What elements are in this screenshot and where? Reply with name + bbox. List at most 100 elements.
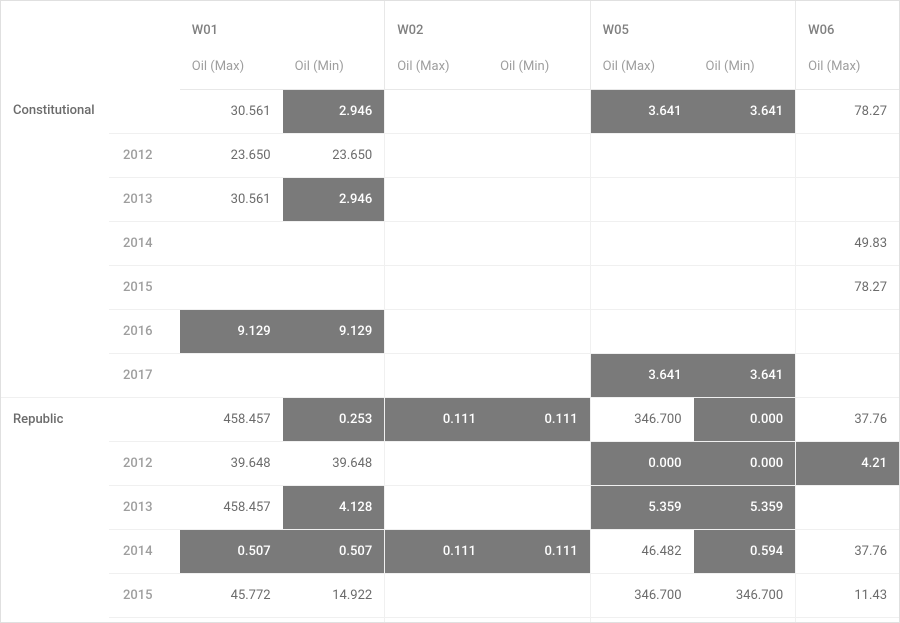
data-cell[interactable]: 11.43 — [796, 573, 899, 617]
data-cell[interactable] — [488, 133, 590, 177]
column-sub-header[interactable]: Oil (Max) — [590, 45, 693, 89]
data-cell[interactable] — [179, 265, 282, 309]
data-cell[interactable] — [385, 177, 488, 221]
year-header[interactable]: 2017 — [111, 353, 181, 397]
data-cell[interactable] — [796, 617, 899, 622]
data-cell[interactable]: 458.457 — [179, 485, 282, 529]
data-cell[interactable]: 2.946 — [283, 177, 385, 221]
year-header[interactable]: 2016 — [111, 617, 181, 622]
data-cell[interactable] — [590, 133, 693, 177]
data-cell[interactable] — [488, 353, 590, 397]
data-cell[interactable] — [179, 221, 282, 265]
data-cell[interactable]: 0.111 — [385, 529, 488, 573]
category-header[interactable]: Republic — [1, 397, 109, 622]
data-cell[interactable] — [590, 309, 693, 353]
data-cell[interactable]: 49.83 — [796, 221, 899, 265]
data-cell[interactable] — [385, 265, 488, 309]
data-cell[interactable] — [179, 353, 282, 397]
data-cell[interactable]: 2.946 — [283, 89, 385, 133]
data-cell[interactable] — [590, 221, 693, 265]
data-cell[interactable]: 0.507 — [283, 529, 385, 573]
data-cell[interactable] — [590, 617, 693, 622]
data-cell[interactable] — [590, 177, 693, 221]
data-cell[interactable] — [796, 309, 899, 353]
data-cell[interactable] — [385, 133, 488, 177]
year-header[interactable]: 2015 — [111, 573, 181, 617]
data-cell[interactable]: 0.000 — [694, 397, 796, 441]
data-cell[interactable] — [385, 353, 488, 397]
data-cell[interactable]: 3.641 — [590, 353, 693, 397]
data-cell[interactable]: 346.700 — [590, 573, 693, 617]
data-cell[interactable] — [488, 221, 590, 265]
data-cell[interactable] — [694, 133, 796, 177]
column-group-header[interactable]: W06 — [796, 1, 899, 45]
data-cell[interactable]: 0.000 — [590, 441, 693, 485]
data-cell[interactable] — [694, 265, 796, 309]
data-cell[interactable] — [488, 265, 590, 309]
data-cell[interactable]: 9.129 — [283, 309, 385, 353]
column-sub-header[interactable]: Oil (Min) — [488, 45, 590, 89]
data-cell[interactable] — [694, 177, 796, 221]
data-cell[interactable]: 46.482 — [590, 529, 693, 573]
column-group-header[interactable]: W01 — [179, 1, 384, 45]
data-cell[interactable] — [694, 309, 796, 353]
data-cell[interactable] — [385, 441, 488, 485]
year-header[interactable]: 2013 — [111, 177, 181, 221]
column-sub-header[interactable]: Oil (Min) — [283, 45, 385, 89]
column-group-header[interactable]: W05 — [590, 1, 795, 45]
data-cell[interactable]: 346.700 — [590, 397, 693, 441]
data-cell[interactable]: 3.641 — [590, 89, 693, 133]
column-sub-header[interactable]: Oil (Max) — [796, 45, 899, 89]
data-cell[interactable] — [385, 485, 488, 529]
pivot-scroll-area[interactable]: W01W02W05W06 Oil (Max)Oil (Min)Oil (Max)… — [1, 1, 899, 622]
column-sub-header[interactable]: Oil (Min) — [694, 45, 796, 89]
data-cell[interactable] — [488, 309, 590, 353]
data-cell[interactable]: 9.129 — [179, 309, 282, 353]
data-cell[interactable]: 4.128 — [283, 485, 385, 529]
data-cell[interactable]: 4.21 — [796, 441, 899, 485]
data-cell[interactable] — [488, 177, 590, 221]
data-cell[interactable]: 30.561 — [179, 177, 282, 221]
data-cell[interactable] — [488, 617, 590, 622]
data-cell[interactable] — [283, 221, 385, 265]
data-cell[interactable]: 0.594 — [694, 529, 796, 573]
data-cell[interactable] — [385, 309, 488, 353]
data-cell[interactable]: 0.507 — [179, 529, 282, 573]
year-header[interactable]: 2012 — [111, 133, 181, 177]
data-cell[interactable]: 23.650 — [283, 133, 385, 177]
data-cell[interactable] — [385, 221, 488, 265]
year-header[interactable]: 2016 — [111, 309, 181, 353]
column-sub-header[interactable]: Oil (Max) — [385, 45, 488, 89]
data-cell[interactable]: 78.27 — [796, 265, 899, 309]
data-cell[interactable] — [488, 485, 590, 529]
year-header[interactable]: 2012 — [111, 441, 181, 485]
data-cell[interactable]: 14.922 — [283, 573, 385, 617]
data-cell[interactable] — [488, 573, 590, 617]
data-cell[interactable] — [796, 353, 899, 397]
data-cell[interactable]: 5.359 — [590, 485, 693, 529]
data-cell[interactable]: 458.457 — [179, 397, 282, 441]
year-header[interactable]: 2014 — [111, 221, 181, 265]
data-cell[interactable] — [488, 441, 590, 485]
data-cell[interactable]: 3.641 — [694, 89, 796, 133]
column-sub-header[interactable]: Oil (Max) — [179, 45, 282, 89]
data-cell[interactable]: 0.111 — [385, 397, 488, 441]
year-header[interactable]: 2014 — [111, 529, 181, 573]
data-cell[interactable]: 30.561 — [179, 89, 282, 133]
data-cell[interactable]: 346.700 — [694, 573, 796, 617]
data-cell[interactable]: 238.267 — [283, 617, 385, 622]
data-cell[interactable] — [488, 89, 590, 133]
data-cell[interactable] — [796, 133, 899, 177]
data-cell[interactable] — [590, 265, 693, 309]
year-header[interactable]: 2015 — [111, 265, 181, 309]
data-cell[interactable] — [694, 221, 796, 265]
column-group-header[interactable]: W02 — [385, 1, 590, 45]
data-cell[interactable]: 0.000 — [694, 441, 796, 485]
data-cell[interactable]: 5.359 — [694, 485, 796, 529]
year-header[interactable]: 2013 — [111, 485, 181, 529]
data-cell[interactable]: 3.641 — [694, 353, 796, 397]
data-cell[interactable] — [283, 265, 385, 309]
data-cell[interactable]: 45.772 — [179, 573, 282, 617]
data-cell[interactable]: 37.76 — [796, 529, 899, 573]
data-cell[interactable] — [796, 177, 899, 221]
